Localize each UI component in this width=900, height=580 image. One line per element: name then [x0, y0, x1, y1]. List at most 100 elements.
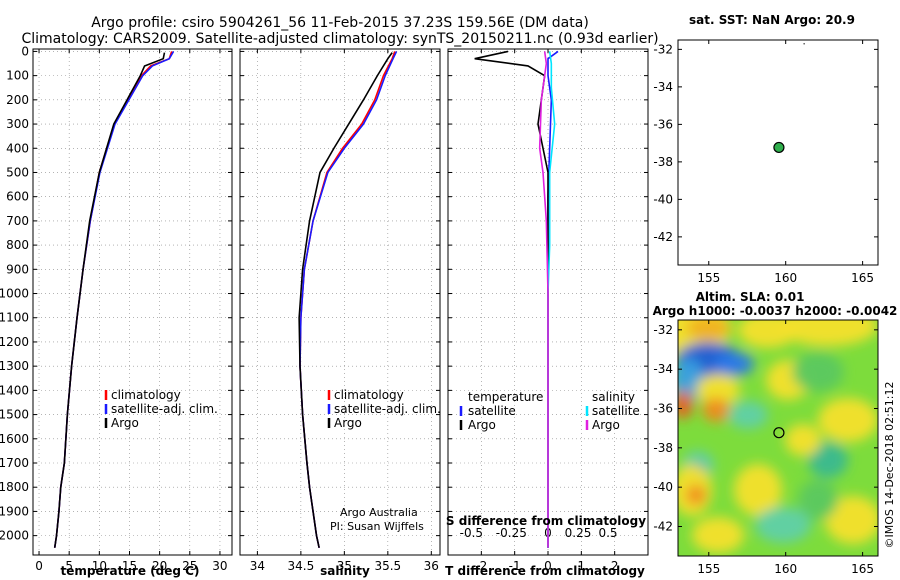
temperature-xtick-label: 15 [122, 559, 137, 573]
temperature-ytick-label: 900 [6, 262, 29, 276]
sla-blob [785, 424, 821, 456]
difference-legend-title-right: salinity [592, 390, 635, 404]
temperature-ytick-label: 200 [6, 93, 29, 107]
temperature-ytick-label: 300 [6, 117, 29, 131]
difference-xtick-label: -2 [475, 559, 487, 573]
sst-map-ytick-label: -34 [653, 80, 673, 94]
sla-map-argo-point [773, 427, 785, 439]
temperature-ytick-label: 1000 [0, 287, 29, 301]
sst-map-xtick-label: 160 [774, 271, 797, 285]
sst-map-ytick-label: -38 [653, 155, 673, 169]
temperature-xtick-label: 5 [65, 559, 73, 573]
sst-map-speck [803, 42, 805, 45]
credit-line1: Argo Australia [340, 506, 418, 519]
s-difference-tick-label: -0.25 [496, 526, 527, 540]
salinity-legend-label: Argo [334, 416, 362, 430]
temperature-xlabel: temperature (deg C) [61, 564, 200, 578]
salinity-legend-label: climatology [334, 388, 404, 402]
salinity-xtick-label: 36 [424, 559, 439, 573]
sla-heatmap [678, 320, 878, 556]
sst-map-title: sat. SST: NaN Argo: 20.9 [689, 13, 855, 27]
temperature-frame [32, 48, 233, 556]
s-difference-label: S difference from climatology [446, 514, 646, 528]
temperature-ytick-label: 800 [6, 238, 29, 252]
sla-blob [798, 480, 838, 520]
sla-blob [714, 352, 754, 376]
temperature-ytick-label: 1600 [0, 432, 29, 446]
sla-map-xtick-label: 165 [851, 562, 874, 576]
sla-map-frame [677, 319, 879, 557]
difference-xtick-label: 2 [611, 559, 619, 573]
sla-map-xtick-label: 155 [697, 562, 720, 576]
sst-map-ytick-label: -40 [653, 192, 673, 206]
temperature-series-Argo [53, 52, 166, 548]
difference-legend-label: Argo [468, 418, 496, 432]
sla-blob [818, 398, 878, 442]
temperature-ytick-label: 0 [21, 44, 29, 58]
temperature-ytick-label: 700 [6, 214, 29, 228]
temperature-ytick-label: 100 [6, 69, 29, 83]
temperature-ytick-label: 1500 [0, 408, 29, 422]
title-line2: Climatology: CARS2009. Satellite-adjuste… [21, 31, 658, 47]
salinity-xtick-label: 34 [250, 559, 265, 573]
sst-map-argo-point [773, 141, 785, 154]
temperature-ytick-label: 400 [6, 141, 29, 155]
salinity-panel: 34 34.5 35 35.5 36 climatologysatellite-adj. … [239, 48, 441, 573]
sla-blob [692, 517, 744, 553]
sst-map-panel: -32 -34 -36 -38 -40 -42 155 160 165 [653, 39, 879, 285]
difference-xtick-label: 1 [578, 559, 586, 573]
difference-xtick-label: 0 [544, 559, 552, 573]
credit-line2: PI: Susan Wijffels [330, 520, 424, 533]
sla-blob [778, 320, 878, 346]
sla-blob [696, 374, 740, 406]
temperature-ytick-label: 1700 [0, 456, 29, 470]
temperature-xtick-label: 25 [182, 559, 197, 573]
sla-blob [686, 485, 706, 505]
sla-map-panel: -32 -34 -36 -38 -40 -42 155 160 165 [653, 319, 879, 576]
difference-series-S-Argo [538, 51, 549, 548]
sla-blobs [678, 320, 878, 553]
sla-map-ytick-label: -42 [653, 520, 673, 534]
salinity-frame [239, 48, 441, 556]
temperature-ytick-label: 1400 [0, 383, 29, 397]
sla-map-ytick-label: -38 [653, 441, 673, 455]
sla-blob [792, 352, 844, 392]
difference-legend-label: satellite [592, 404, 640, 418]
difference-xtick-label: -1 [509, 559, 521, 573]
sst-map-ytick-label: -42 [653, 230, 673, 244]
difference-legend-label: satellite [468, 404, 516, 418]
sla-map-ytick-label: -40 [653, 480, 673, 494]
temperature-xtick-label: 10 [92, 559, 107, 573]
sla-blob [734, 464, 782, 516]
s-difference-tick-label: 0.5 [598, 526, 617, 540]
salinity-series-Argo [298, 52, 393, 548]
sla-blob [755, 507, 811, 543]
salinity-xtick-label: 34.5 [288, 559, 315, 573]
temperature-ytick-label: 1100 [0, 311, 29, 325]
s-difference-tick-label: 0.25 [565, 526, 592, 540]
sla-blob [728, 401, 768, 429]
sla-map-title1: Altim. SLA: 0.01 [696, 290, 805, 304]
imos-watermark: ©IMOS 14-Dec-2018 02:51:12 [883, 382, 896, 549]
sla-map-ytick-label: -34 [653, 362, 673, 376]
sla-map-xtick-label: 160 [774, 562, 797, 576]
sla-map-title2: Argo h1000: -0.0037 h2000: -0.0042 [653, 304, 898, 318]
temperature-xtick-label: 20 [152, 559, 167, 573]
salinity-xlabel: salinity [320, 564, 370, 578]
sla-blob [678, 391, 693, 419]
sla-blob [686, 320, 730, 340]
salinity-legend-label: satellite-adj. clim. [334, 402, 441, 416]
sla-blob [808, 442, 848, 478]
temperature-xtick-label: 0 [35, 559, 43, 573]
s-difference-tick-label: -0.5 [460, 526, 483, 540]
salinity-xtick-label: 35 [337, 559, 352, 573]
temperature-ytick-label: 500 [6, 165, 29, 179]
temperature-ytick-label: 1300 [0, 359, 29, 373]
sla-blob [702, 398, 730, 422]
temperature-ytick-label: 1800 [0, 480, 29, 494]
sla-map-ytick-label: -36 [653, 402, 673, 416]
temperature-ytick-label: 2000 [0, 529, 29, 543]
temperature-xtick-label: 30 [212, 559, 227, 573]
temperature-ytick-label: 1200 [0, 335, 29, 349]
difference-legend-label: Argo [592, 418, 620, 432]
